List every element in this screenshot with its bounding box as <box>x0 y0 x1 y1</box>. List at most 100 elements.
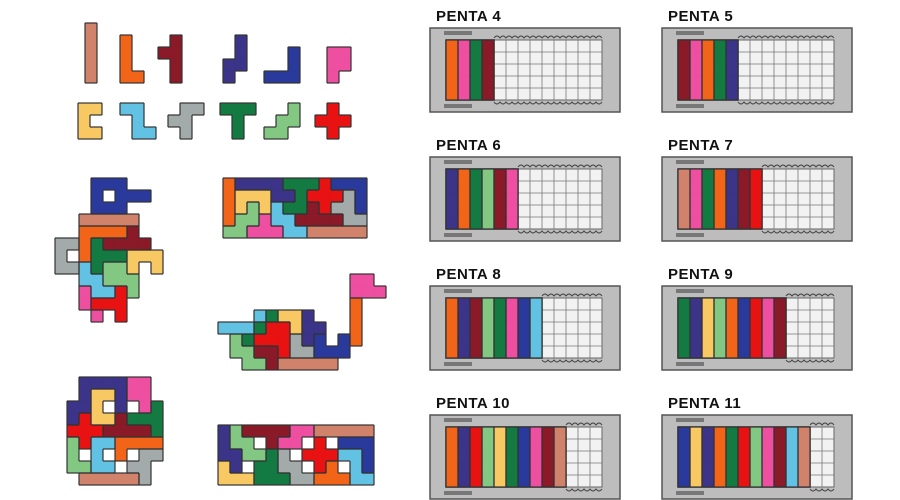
cell <box>219 102 233 116</box>
cell <box>102 261 116 275</box>
cell <box>78 388 92 402</box>
cell <box>330 213 344 227</box>
cell <box>270 225 284 239</box>
cell <box>457 63 471 77</box>
cell <box>773 462 787 476</box>
cell <box>114 249 128 263</box>
cell <box>737 426 751 440</box>
cell <box>77 102 91 116</box>
cell <box>126 285 140 299</box>
cell <box>150 436 164 450</box>
cell <box>457 462 471 476</box>
cell <box>445 462 459 476</box>
cell <box>241 321 255 335</box>
cell <box>541 438 555 452</box>
cell <box>469 345 483 359</box>
cell <box>713 75 727 89</box>
board-title: PENTA 5 <box>668 8 734 25</box>
wavy-edge <box>809 488 835 492</box>
cell <box>481 474 495 488</box>
cell <box>785 438 799 452</box>
cell <box>354 201 368 215</box>
cell <box>282 225 296 239</box>
cell <box>797 438 811 452</box>
board-label <box>676 233 704 237</box>
cell <box>505 180 519 194</box>
cell <box>253 345 267 359</box>
cell <box>349 321 363 335</box>
cell <box>481 333 495 347</box>
cell <box>313 436 327 450</box>
cell <box>701 204 715 218</box>
cell <box>749 474 763 488</box>
board-solution <box>677 297 787 359</box>
cell <box>361 424 375 438</box>
cell <box>318 201 332 215</box>
cell <box>265 309 279 323</box>
cell <box>469 321 483 335</box>
wavy-edge <box>785 359 835 363</box>
cell <box>265 333 279 347</box>
board-label <box>444 418 472 422</box>
cell <box>179 102 193 116</box>
cell <box>349 436 363 450</box>
cell <box>126 213 140 227</box>
cell <box>737 168 751 182</box>
cell <box>301 333 315 347</box>
cell <box>481 87 495 101</box>
cell <box>253 424 267 438</box>
cell <box>138 189 152 203</box>
cell <box>725 87 739 101</box>
cell <box>701 426 715 440</box>
cell <box>737 204 751 218</box>
cell <box>90 213 104 227</box>
cell <box>90 249 104 263</box>
cell <box>713 321 727 335</box>
cell <box>217 460 231 474</box>
cell <box>529 297 543 311</box>
cell <box>131 102 145 116</box>
cell <box>169 46 183 60</box>
cell <box>342 213 356 227</box>
cell <box>785 426 799 440</box>
cell <box>761 438 775 452</box>
cell <box>749 192 763 206</box>
cell <box>713 297 727 311</box>
board-label <box>676 362 704 366</box>
cell <box>289 333 303 347</box>
cell <box>725 345 739 359</box>
piece-V <box>263 46 301 84</box>
wavy-edge <box>493 35 603 39</box>
cell <box>126 436 140 450</box>
cell <box>243 102 257 116</box>
cell <box>179 114 193 128</box>
cell <box>361 460 375 474</box>
cell <box>289 472 303 486</box>
cell <box>493 180 507 194</box>
cell <box>234 189 248 203</box>
cell <box>126 273 140 287</box>
cell <box>773 345 787 359</box>
cell <box>349 460 363 474</box>
cell <box>265 321 279 335</box>
cell <box>493 333 507 347</box>
cell <box>325 357 339 371</box>
cell <box>265 436 279 450</box>
cell <box>90 460 104 474</box>
cell <box>354 213 368 227</box>
cell <box>294 213 308 227</box>
cell <box>265 472 279 486</box>
cell <box>287 70 301 84</box>
cell <box>749 309 763 323</box>
cell <box>301 424 315 438</box>
cell <box>677 87 691 101</box>
cell <box>138 237 152 251</box>
cell <box>701 51 715 65</box>
board-label <box>676 160 704 164</box>
cell <box>797 474 811 488</box>
cell <box>326 114 340 128</box>
cell <box>143 126 157 140</box>
cell <box>761 462 775 476</box>
cell <box>89 126 103 140</box>
cell <box>277 357 291 371</box>
